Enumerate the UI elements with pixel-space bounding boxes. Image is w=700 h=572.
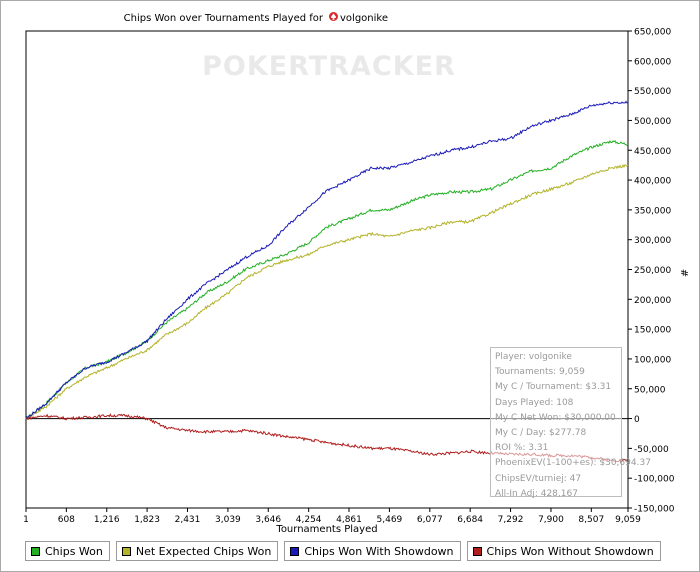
x-tick-label: 608 [58,515,75,525]
legend-swatch [121,546,131,556]
y-tick-label: 400,000 [634,177,671,187]
watermark-logo: POKERTRACKER [202,51,456,82]
stat-tournaments: Tournaments: 9,059 [495,367,585,378]
legend-swatch [290,546,300,556]
y-tick-label: -150,000 [634,505,675,515]
legend-item-net-expected[interactable]: Net Expected Chips Won [115,541,279,561]
legend-swatch [31,546,40,556]
y-tick-label: 350,000 [634,206,671,216]
legend-item-without-showdown[interactable]: Chips Won Without Showdown [466,541,661,561]
x-tick-label: 3,039 [215,515,241,525]
x-tick-label: 9,059 [615,515,641,525]
y-tick-label: 100,000 [634,355,671,365]
x-tick-label: 4,254 [296,515,322,525]
y-tick-label: 0 [634,415,640,425]
y-tick-label: -100,000 [634,475,675,485]
stat-my-c-net-won: My C Net Won: $30,000.00 [495,412,616,423]
y-tick-label: 450,000 [634,147,671,157]
y-tick-label: 650,000 [634,28,671,38]
y-tick-label: -50,000 [634,445,669,455]
x-tick-label: 8,507 [578,515,604,525]
stat-chips-ev: ChipsEV/turniej: 47 [495,473,582,484]
x-tick-label: 1,823 [134,515,160,525]
x-tick-label: 1,216 [94,515,120,525]
y-tick-label: 500,000 [634,117,671,127]
y-tick-label: 200,000 [634,296,671,306]
chart-title-player: volgonike [340,13,388,24]
stat-roi: ROI %: 3.31 [495,443,549,454]
y-axis-label: # [678,269,689,277]
y-tick-label: 300,000 [634,236,671,246]
stat-player: Player: volgonike [495,352,572,362]
chart-title-prefix: Chips Won over Tournaments Played for [124,13,324,24]
x-tick-label: 1 [23,515,29,525]
stat-all-in-adj: All-In Adj: 428,167 [495,488,578,499]
legend-item-with-showdown[interactable]: Chips Won With Showdown [284,541,461,561]
x-tick-label: 3,646 [255,515,281,525]
legend-item-chips-won[interactable]: Chips Won [25,541,110,561]
series-line-chips-won-with-showdown [25,100,629,419]
y-tick-label: 150,000 [634,326,671,336]
y-tick-label: 50,000 [634,385,666,395]
x-tick-label: 2,431 [175,515,201,525]
stats-box: Player: volgonike Tournaments: 9,059 My … [490,347,651,499]
y-tick-label: 550,000 [634,87,671,97]
legend-label: Chips Won Without Showdown [486,544,654,558]
stat-my-c-per-tournament: My C / Tournament: $3.31 [495,382,612,393]
series-line-chips-won [25,140,629,420]
x-tick-label: 4,861 [336,515,362,525]
x-axis-label: Tournaments Played [275,524,377,535]
x-tick-label: 6,684 [457,515,483,525]
plot-area: 650,000 600,000 550,000 500,000 450,000 400,0… [23,28,675,526]
chart-legend: Chips Won Net Expected Chips Won Chips W… [25,541,667,561]
legend-label: Chips Won [45,544,103,558]
y-tick-label: 250,000 [634,266,671,276]
stat-my-c-per-day: My C / Day: $277.78 [495,428,587,439]
x-tick-label: 7,292 [498,515,524,525]
spade-icon [329,12,338,21]
series-line-net-expected-chips-won [25,163,629,419]
legend-swatch [472,546,482,556]
x-tick-label: 6,077 [417,515,443,525]
legend-label: Net Expected Chips Won [135,544,272,558]
stat-phoenix-ev: PhoenixEV(1-100+es): $30,694.37 [495,458,651,469]
stat-days-played: Days Played: 108 [495,397,574,408]
x-tick-label: 5,469 [377,515,403,525]
legend-label: Chips Won With Showdown [304,544,454,558]
x-tick-label: 7,900 [538,515,564,525]
y-tick-label: 600,000 [634,57,671,67]
